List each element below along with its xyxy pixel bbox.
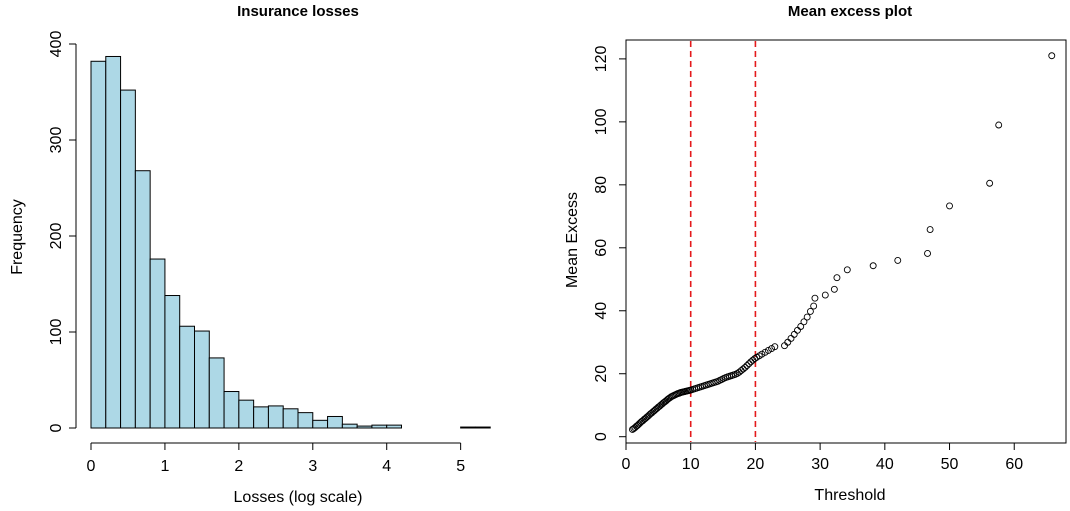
histogram-bar: [460, 426, 476, 429]
mean-excess-point: [946, 202, 953, 210]
histogram-bar: [208, 357, 225, 429]
mean-excess-x-tick-label: 50: [941, 456, 959, 473]
mean-excess-x-tick-label: 0: [622, 456, 631, 473]
mean-excess-point: [771, 343, 779, 351]
histogram-bar: [105, 55, 122, 429]
mean-excess-point: [800, 318, 808, 326]
mean-excess-y-tick-label: 80: [593, 176, 610, 194]
histogram-bar: [134, 170, 151, 429]
mean-excess-point: [797, 323, 805, 330]
histogram-x-tick-label: 0: [87, 458, 96, 475]
mean-excess-point: [995, 121, 1003, 129]
mean-excess-x-tick-label: 30: [811, 456, 829, 473]
histogram-bar: [474, 426, 491, 429]
histogram-x-axis-label: Losses (log scale): [234, 489, 363, 506]
histogram-bar: [223, 391, 240, 429]
mean-excess-x-axis: 0 10 20 30 40 50 60: [622, 443, 1023, 473]
mean-excess-point: [869, 262, 877, 270]
histogram-y-axis: 0 100 200 300 400: [48, 31, 77, 432]
mean-excess-point: [790, 330, 798, 338]
mean-excess-point: [811, 294, 819, 302]
histogram-y-axis-label: Frequency: [9, 199, 26, 275]
mean-excess-point: [806, 307, 814, 315]
mean-excess-point: [821, 291, 829, 299]
mean-excess-point: [926, 226, 934, 233]
histogram-bar: [267, 405, 284, 429]
histogram-y-tick-label: 100: [48, 319, 65, 346]
histogram-x-tick-label: 2: [234, 458, 243, 475]
mean-excess-x-axis-label: Threshold: [814, 487, 885, 504]
histogram-bar: [238, 399, 255, 429]
histogram-bar: [90, 60, 107, 429]
mean-excess-x-tick-label: 10: [682, 456, 700, 473]
mean-excess-y-tick-label: 100: [593, 108, 610, 135]
histogram-bar: [297, 412, 314, 429]
histogram-x-tick-label: 5: [456, 458, 465, 475]
histogram-bar: [386, 424, 403, 429]
histogram-bar: [194, 330, 210, 429]
histogram-bar: [371, 424, 388, 429]
mean-excess-point: [743, 362, 751, 369]
mean-excess-y-tick-label: 60: [593, 239, 610, 257]
mean-excess-point: [1048, 52, 1056, 60]
mean-excess-y-axis-label: Mean Excess: [564, 192, 581, 288]
mean-excess-point: [810, 302, 818, 310]
mean-excess-x-tick-label: 60: [1005, 456, 1023, 473]
mean-excess-point: [787, 335, 795, 342]
histogram-x-tick-label: 4: [382, 458, 391, 475]
histogram-bar: [312, 419, 329, 429]
histogram-bar: [120, 89, 136, 429]
mean-excess-point: [784, 338, 792, 346]
histogram-bar: [149, 258, 166, 429]
histogram-y-tick-label: 400: [48, 31, 65, 58]
histogram-bar: [327, 415, 343, 429]
mean-excess-x-tick-label: 20: [747, 456, 765, 473]
histogram-bars: [90, 55, 491, 429]
histogram-chart: Insurance losses Losses (log scale) Freq…: [9, 3, 491, 506]
histogram-bar: [164, 295, 181, 429]
mean-excess-point: [830, 285, 838, 293]
mean-excess-title: Mean excess plot: [788, 3, 912, 20]
histogram-bar: [253, 406, 269, 429]
histogram-bar: [179, 325, 195, 429]
mean-excess-plot-frame: [625, 39, 1067, 444]
mean-excess-point: [739, 365, 747, 373]
histogram-y-tick-label: 0: [48, 423, 65, 432]
mean-excess-points: [629, 52, 1056, 433]
mean-excess-y-tick-label: 120: [593, 45, 610, 72]
mean-excess-y-tick-label: 0: [593, 432, 610, 441]
histogram-title: Insurance losses: [237, 3, 359, 20]
mean-excess-point: [833, 274, 841, 282]
histogram-x-tick-label: 1: [160, 458, 169, 475]
mean-excess-point: [986, 179, 994, 187]
mean-excess-point: [843, 266, 851, 274]
mean-excess-y-tick-label: 40: [593, 302, 610, 320]
mean-excess-chart: Mean excess plot Threshold Mean Excess 0…: [564, 3, 1067, 504]
histogram-x-tick-label: 3: [308, 458, 317, 475]
mean-excess-y-axis: 0 20 40 60 80 100 120: [593, 45, 626, 441]
mean-excess-point: [781, 342, 788, 350]
histogram-bar: [282, 408, 299, 429]
mean-excess-point: [894, 256, 902, 264]
histogram-bar: [341, 423, 358, 429]
mean-excess-x-tick-label: 40: [876, 456, 894, 473]
histogram-y-tick-label: 300: [48, 127, 65, 154]
histogram-y-tick-label: 200: [48, 223, 65, 250]
mean-excess-point: [924, 250, 931, 257]
mean-excess-point: [794, 326, 801, 334]
histogram-x-axis: 0 1 2 3 4 5: [87, 442, 465, 475]
mean-excess-point: [745, 360, 753, 368]
mean-excess-y-tick-label: 20: [593, 365, 610, 383]
mean-excess-point: [741, 363, 749, 371]
histogram-bar: [356, 425, 373, 429]
mean-excess-reference-lines: [689, 41, 757, 442]
mean-excess-point: [803, 313, 811, 321]
